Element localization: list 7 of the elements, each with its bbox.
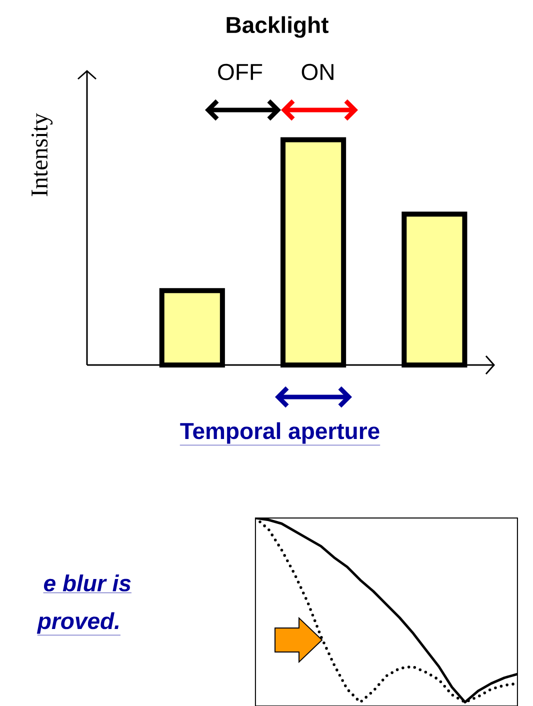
text: proved. — [36, 612, 119, 634]
text: Temporal aperture — [180, 422, 380, 444]
chart-title: Backlight — [226, 16, 328, 38]
y-axis-title: Intensity — [31, 113, 53, 196]
text: OFF — [218, 64, 262, 80]
text: e blur is — [44, 574, 131, 592]
text: ON — [302, 64, 334, 80]
